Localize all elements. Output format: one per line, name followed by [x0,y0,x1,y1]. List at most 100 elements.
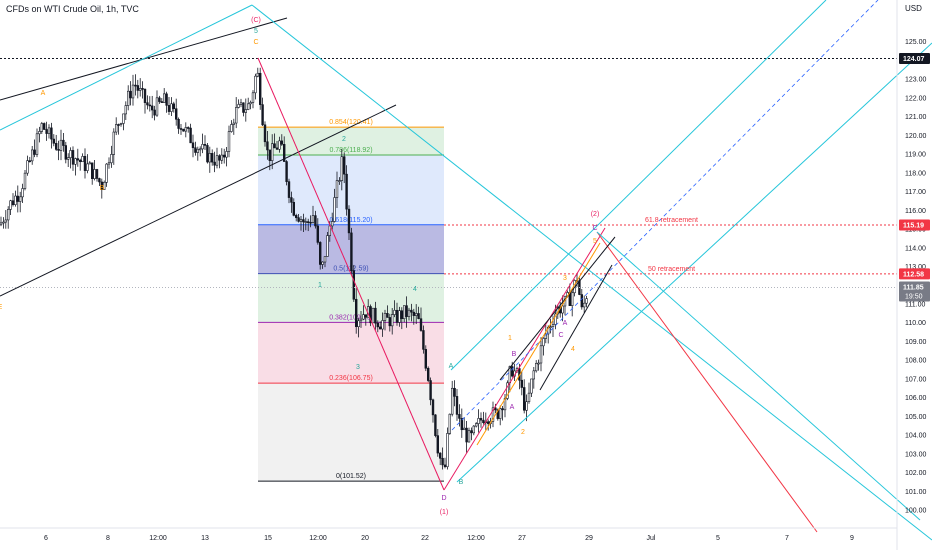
candle-body [282,144,286,162]
wave-label: 1 [318,282,322,289]
candle-body [172,103,175,110]
candle-body [76,158,80,161]
candle-body [326,235,329,257]
fib-level-label: 0(101.52) [336,473,366,480]
candle-body [182,128,185,132]
candle-body [335,180,339,198]
fib-level-label: 0.618(115.20) [329,217,372,224]
candle-body [218,155,221,161]
price-tick-label: 116.00 [905,208,926,215]
wave-up-pink [443,227,606,491]
candle-body [230,124,233,132]
currency-label: USD [905,4,922,13]
candle-body [318,242,322,265]
candle-body [158,97,161,102]
impulse-down-pink-dashed [257,57,445,491]
wave-label: A [563,320,568,327]
candle-body [223,154,226,158]
price-tag-label: 124.07 [903,56,925,63]
candle-body [417,313,420,320]
candle-body [419,318,423,331]
candle-body [506,382,509,399]
candle-body [342,156,346,175]
candle-body [376,322,379,328]
candle-body [299,219,303,222]
candle-body [220,154,223,161]
candle-body [304,221,307,223]
candle-body [520,379,524,388]
price-tick-label: 106.00 [905,395,927,402]
candle-body [290,197,293,203]
candle-body [316,225,319,243]
candle-body [35,133,39,155]
candle-body [86,163,89,171]
retracement-label: 50 retracement [648,266,695,273]
candle-body [184,127,187,132]
candle-body [105,163,108,183]
wave-label: B [100,185,105,192]
candle-body [203,144,207,146]
price-tick-label: 111.00 [905,301,925,308]
candle-body [18,196,22,202]
candle-body [465,427,468,443]
price-tag-label: 115.19 [903,222,924,229]
candle-body [359,318,363,322]
wave-label: 4 [571,346,575,353]
candle-body [364,314,367,318]
candle-body [148,104,151,107]
candle-body [124,105,128,115]
candle-body [266,141,269,151]
channel-mid-dashed [451,0,879,431]
candle-body [2,221,5,224]
wave-label: D [441,495,446,502]
retracement-label: 61.8 retracement [645,217,698,224]
price-tag [899,268,930,280]
wave-label: A [510,404,515,411]
price-tag [899,53,930,65]
candle-body [151,105,154,111]
price-tick-label: 123.00 [905,77,927,84]
candle-body [30,149,34,162]
candle-body [462,427,466,431]
candle-body [254,75,257,94]
time-tick-label: 13 [201,535,209,542]
candle-body [352,270,355,300]
candle-body [98,178,101,183]
wave-label: 5 [593,238,597,245]
wave-label: 4 [413,286,417,293]
candle-body [542,338,545,347]
candle-body [232,122,235,125]
candle-body [258,72,262,105]
wave-label: 2 [521,429,525,436]
candle-body [460,418,463,431]
candle-body [100,181,104,190]
candle-body [395,309,399,323]
time-tick-label: 6 [44,535,48,542]
candle-body [297,217,300,222]
candle-body [191,142,195,149]
candle-body [323,256,327,263]
time-tick-label: 9 [850,535,854,542]
candle-body [52,138,56,144]
candle-body [225,151,228,158]
candle-body [247,103,250,110]
time-tick-label: 20 [361,535,369,542]
price-tick-label: 119.00 [905,152,926,159]
fib-level-label: 0.382(109.99) [329,314,373,321]
candle-body [213,161,216,166]
candle-body [400,310,403,320]
candle-body [167,105,171,112]
candle-body [81,156,84,163]
candle-body [57,149,60,151]
candle-body [14,195,17,205]
wave-label: C [592,225,597,232]
candle-body [71,150,75,165]
candle-body [6,209,10,221]
candle-body [362,314,365,320]
candle-body [215,155,219,166]
candle-body [21,188,24,198]
candle-body [402,305,406,320]
wave-label: 2 [342,136,346,143]
orange-wave-line [476,242,601,446]
